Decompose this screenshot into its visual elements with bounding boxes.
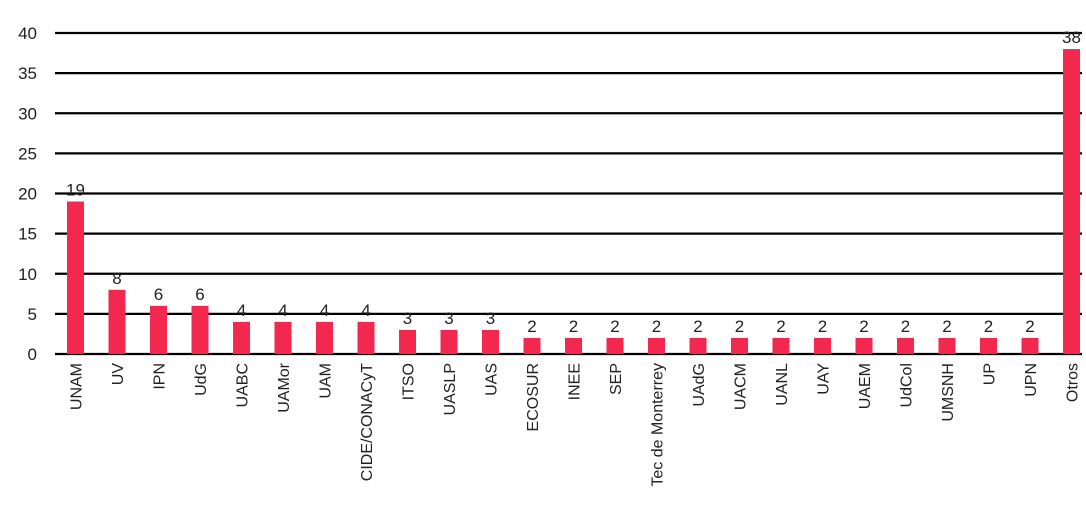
y-tick-label: 10 xyxy=(18,265,37,284)
category-label: UAS xyxy=(484,363,501,396)
category-label: UAM xyxy=(318,363,335,399)
category-label: UdG xyxy=(193,363,210,396)
data-label: 8 xyxy=(112,269,121,288)
bar xyxy=(67,201,84,354)
category-label: IPN xyxy=(152,363,169,390)
y-tick-label: 15 xyxy=(18,225,37,244)
x-axis-categories: UNAM UV IPN UdG UABC UAMor UAM CIDE/CONACyT ITSO… xyxy=(69,362,1082,486)
data-label: 4 xyxy=(278,301,287,320)
bar xyxy=(523,337,541,354)
data-label: 4 xyxy=(361,301,370,320)
bar xyxy=(440,329,458,354)
bar xyxy=(938,337,956,354)
bar xyxy=(108,289,126,354)
y-axis-ticks: 0 5 10 15 20 25 30 35 40 xyxy=(18,24,37,364)
data-labels: 19 8 6 6 4 4 4 4 3 3 3 2 2 2 2 2 2 2 2 2 2 2 2 2 38 xyxy=(66,28,1081,336)
bar xyxy=(357,321,375,354)
data-label: 2 xyxy=(569,317,578,336)
data-label: 2 xyxy=(776,317,785,336)
bar xyxy=(897,337,914,354)
data-label: 3 xyxy=(444,309,453,328)
category-label: UNAM xyxy=(69,363,86,410)
bar xyxy=(1063,49,1080,355)
data-label: 2 xyxy=(735,317,744,336)
data-label: 4 xyxy=(320,301,329,320)
data-label: 2 xyxy=(984,317,993,336)
category-label: UMSNH xyxy=(940,363,957,422)
category-label: Otros xyxy=(1065,363,1082,402)
category-label: SEP xyxy=(608,363,625,395)
category-label: UASLP xyxy=(442,363,459,415)
data-label: 4 xyxy=(237,301,246,320)
bar xyxy=(150,305,167,354)
data-label: 2 xyxy=(942,317,951,336)
category-label: ITSO xyxy=(401,363,418,400)
data-label: 2 xyxy=(1025,317,1034,336)
bar xyxy=(648,337,665,354)
data-label: 6 xyxy=(195,285,204,304)
bar xyxy=(482,329,499,354)
data-label: 2 xyxy=(610,317,619,336)
bar xyxy=(1021,337,1039,354)
bar xyxy=(980,337,997,354)
bar xyxy=(731,337,748,354)
category-label: UAMor xyxy=(276,362,293,412)
data-label: 2 xyxy=(693,317,702,336)
gridlines xyxy=(55,31,1082,356)
data-label: 19 xyxy=(66,181,85,200)
data-label: 2 xyxy=(818,317,827,336)
bars xyxy=(67,49,1080,355)
y-tick-label: 0 xyxy=(28,345,37,364)
y-tick-label: 35 xyxy=(18,64,37,83)
bar xyxy=(274,321,292,354)
bar xyxy=(316,321,333,354)
data-label: 6 xyxy=(154,285,163,304)
category-label: ECOSUR xyxy=(525,363,542,431)
y-tick-label: 40 xyxy=(18,24,37,43)
bar xyxy=(814,337,831,354)
data-label: 3 xyxy=(486,309,495,328)
category-label: UAdG xyxy=(691,363,708,407)
category-label: UP xyxy=(982,363,999,385)
data-label: 2 xyxy=(527,317,536,336)
bar xyxy=(855,337,873,354)
category-label: INEE xyxy=(567,363,584,400)
bar xyxy=(191,305,209,354)
category-label: UPN xyxy=(1023,363,1040,397)
y-tick-label: 20 xyxy=(18,185,37,204)
bar xyxy=(565,337,582,354)
category-label: UdCol xyxy=(899,363,916,407)
y-tick-label: 5 xyxy=(28,305,37,324)
category-label: UAY xyxy=(816,363,833,395)
data-label: 3 xyxy=(403,309,412,328)
category-label: UABC xyxy=(235,363,252,407)
bar xyxy=(772,337,790,354)
y-tick-label: 30 xyxy=(18,104,37,123)
category-label: UANL xyxy=(774,363,791,406)
y-tick-label: 25 xyxy=(18,144,37,163)
category-label: UAEM xyxy=(857,363,874,409)
bar xyxy=(689,337,707,354)
category-label: UACM xyxy=(733,363,750,410)
category-label: CIDE/CONACyT xyxy=(359,363,376,481)
bar xyxy=(399,329,416,354)
data-label: 2 xyxy=(652,317,661,336)
category-label: UV xyxy=(110,363,127,386)
bar xyxy=(606,337,624,354)
data-label: 2 xyxy=(859,317,868,336)
bar xyxy=(233,321,250,354)
category-label: Tec de Monterrey xyxy=(650,363,667,487)
data-label: 2 xyxy=(901,317,910,336)
data-label: 38 xyxy=(1062,28,1081,47)
